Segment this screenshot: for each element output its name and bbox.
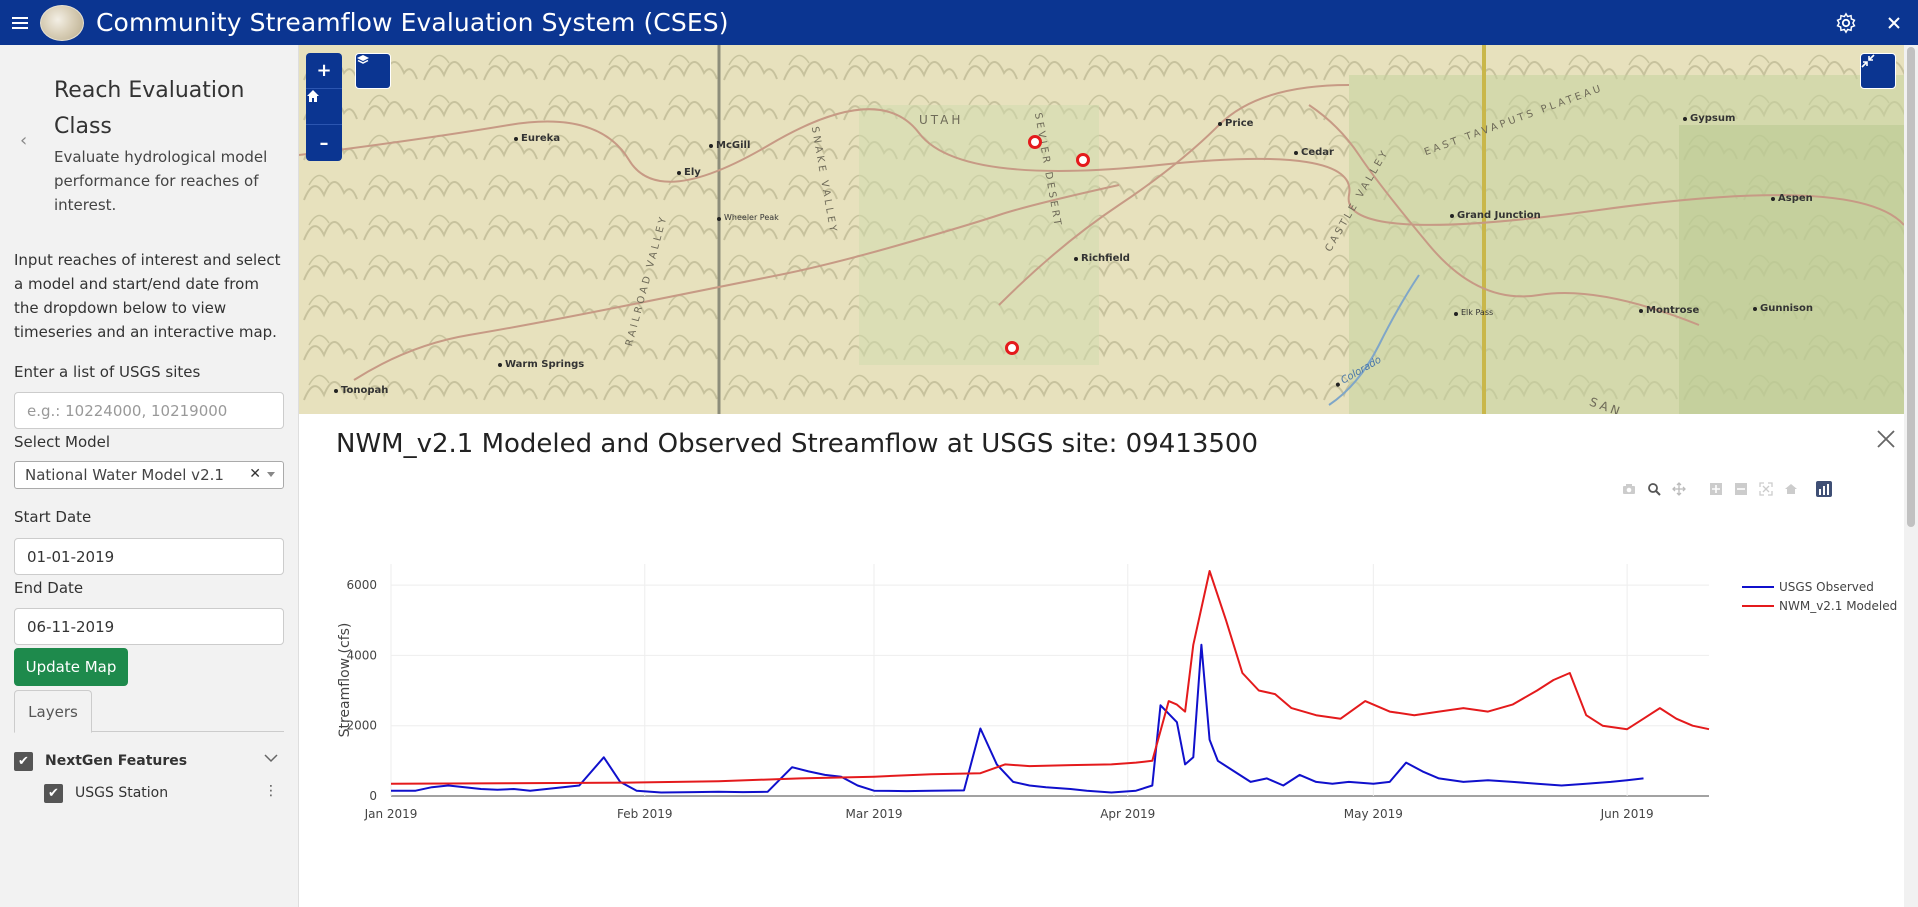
legend-item-modeled[interactable]: NWM_v2.1 Modeled xyxy=(1742,596,1897,615)
legend-swatch xyxy=(1742,585,1774,588)
model-label: Select Model xyxy=(14,433,111,451)
town-label: Elk Pass xyxy=(1453,308,1494,317)
legend-item-observed[interactable]: USGS Observed xyxy=(1742,577,1897,596)
map-view[interactable]: + – UTAH SEVIER DESERT SNAKE VALLEY RAIL… xyxy=(299,45,1904,414)
zoom-in-button[interactable]: + xyxy=(306,53,342,89)
end-date-input[interactable] xyxy=(14,608,284,645)
series-line-modeled[interactable] xyxy=(390,570,1710,785)
x-tick-label: Mar 2019 xyxy=(845,807,902,821)
y-tick-label: 4000 xyxy=(346,648,377,662)
checkbox-checked-icon[interactable]: ✔ xyxy=(14,751,33,771)
zoom-out-button[interactable]: – xyxy=(319,132,329,154)
town-label: Wheeler Peak xyxy=(717,213,779,222)
layers-icon[interactable] xyxy=(355,53,391,89)
y-tick-label: 2000 xyxy=(346,719,377,733)
zoom-controls: + – xyxy=(306,53,342,161)
hamburger-icon[interactable] xyxy=(0,0,40,45)
town-label: Gunnison xyxy=(1753,303,1813,314)
series-line-observed[interactable] xyxy=(391,643,1644,794)
usgs-sites-input[interactable] xyxy=(14,392,284,429)
chart-legend: USGS Observed NWM_v2.1 Modeled xyxy=(1742,577,1897,615)
start-date-label: Start Date xyxy=(14,508,92,526)
layer-group-nextgen[interactable]: ✔ NextGen Features xyxy=(14,749,284,773)
page-scrollbar[interactable] xyxy=(1904,45,1918,907)
town-label: Richfield xyxy=(1074,253,1130,264)
gear-icon[interactable] xyxy=(1822,0,1870,45)
header-actions xyxy=(1822,0,1918,45)
x-tick-label: Jan 2019 xyxy=(364,807,418,821)
zoom-in-icon[interactable] xyxy=(1706,480,1725,498)
model-select-value: National Water Model v2.1 xyxy=(25,466,224,484)
home-icon[interactable] xyxy=(306,89,342,125)
chevron-down-icon[interactable] xyxy=(267,472,275,477)
town-label: Ely xyxy=(677,167,701,178)
region-label: UTAH xyxy=(919,113,964,127)
layer-group-label: NextGen Features xyxy=(45,753,188,769)
chart-panel: NWM_v2.1 Modeled and Observed Streamflow… xyxy=(299,414,1904,907)
clear-icon[interactable]: ✕ xyxy=(249,466,261,482)
zoom-icon[interactable] xyxy=(1644,480,1663,498)
app-header: Community Streamflow Evaluation System (… xyxy=(0,0,1918,45)
end-date-label: End Date xyxy=(14,579,84,597)
close-chart-icon[interactable] xyxy=(1877,426,1895,454)
town-label: McGill xyxy=(708,140,751,151)
town-label: Eureka xyxy=(513,133,561,144)
town-label: Gypsum xyxy=(1682,113,1736,124)
town-label: Tonopah xyxy=(333,385,389,396)
terrain-basemap xyxy=(299,45,1904,414)
class-description: Evaluate hydrological model performance … xyxy=(54,148,268,214)
sites-label: Enter a list of USGS sites xyxy=(14,363,201,381)
y-tick-label: 0 xyxy=(369,789,377,803)
y-tick-label: 6000 xyxy=(346,578,377,592)
legend-label: USGS Observed xyxy=(1779,579,1874,594)
town-label: Cedar xyxy=(1294,147,1334,158)
layer-item-usgs-station[interactable]: ✔ USGS Station ⋮ xyxy=(44,781,284,805)
plotly-logo-icon[interactable] xyxy=(1814,480,1833,498)
town-label: Price xyxy=(1217,118,1254,129)
autoscale-icon[interactable] xyxy=(1756,480,1775,498)
town-label: Grand Junction xyxy=(1450,210,1541,221)
close-icon[interactable] xyxy=(1870,0,1918,45)
x-tick-label: May 2019 xyxy=(1344,807,1403,821)
x-tick-label: Jun 2019 xyxy=(1600,807,1654,821)
reset-axes-icon[interactable] xyxy=(1781,480,1800,498)
x-tick-label: Apr 2019 xyxy=(1100,807,1155,821)
camera-icon[interactable] xyxy=(1619,480,1638,498)
streamflow-chart[interactable]: 0 2000 4000 6000 Jan 2019 Feb 2019 Mar 2019 Apr… xyxy=(299,414,1904,907)
start-date-input[interactable] xyxy=(14,538,284,575)
chart-title: NWM_v2.1 Modeled and Observed Streamflow… xyxy=(336,429,1258,459)
usgs-station-marker[interactable] xyxy=(1076,153,1090,167)
usgs-station-marker[interactable] xyxy=(1005,341,1019,355)
zoom-out-icon[interactable] xyxy=(1731,480,1750,498)
model-select[interactable]: National Water Model v2.1 ✕ xyxy=(14,461,284,489)
legend-swatch xyxy=(1742,604,1774,607)
tab-layers[interactable]: Layers xyxy=(14,690,92,733)
town-label: Montrose xyxy=(1638,305,1700,316)
scrollbar-thumb[interactable] xyxy=(1907,47,1915,527)
update-map-button[interactable]: Update Map xyxy=(14,648,128,686)
layer-item-label: USGS Station xyxy=(75,785,169,801)
town-label: Warm Springs xyxy=(497,359,585,370)
x-tick-label: Feb 2019 xyxy=(617,807,673,821)
app-title: Community Streamflow Evaluation System (… xyxy=(96,8,729,37)
town-label: Aspen xyxy=(1771,193,1813,204)
more-vertical-icon[interactable]: ⋮ xyxy=(264,783,278,799)
class-title: Reach Evaluation Class xyxy=(54,78,245,139)
y-axis-label: Streamflow (cfs) xyxy=(337,623,353,738)
sidebar: ‹ Reach Evaluation Class Evaluate hydrol… xyxy=(0,45,299,907)
plot-modebar xyxy=(1619,480,1833,500)
chevron-down-icon[interactable] xyxy=(264,751,278,767)
intro-text: Input reaches of interest and select a m… xyxy=(14,251,281,341)
pan-icon[interactable] xyxy=(1669,480,1688,498)
legend-label: NWM_v2.1 Modeled xyxy=(1779,598,1898,613)
checkbox-checked-icon[interactable]: ✔ xyxy=(44,783,63,803)
usgs-station-marker[interactable] xyxy=(1028,135,1042,149)
app-logo xyxy=(40,4,84,41)
chevron-left-icon[interactable]: ‹ xyxy=(20,130,28,151)
sidebar-tabs: Layers xyxy=(14,690,284,733)
fullscreen-exit-icon[interactable] xyxy=(1860,53,1896,89)
